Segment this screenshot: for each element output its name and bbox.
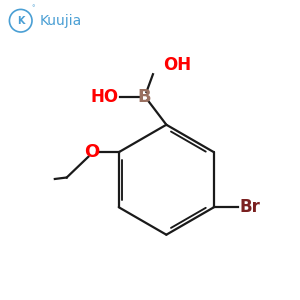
Text: Br: Br xyxy=(239,198,260,216)
Text: HO: HO xyxy=(91,88,119,106)
Text: K: K xyxy=(17,16,25,26)
Text: OH: OH xyxy=(164,56,191,74)
Text: °: ° xyxy=(32,5,35,11)
Text: Kuujia: Kuujia xyxy=(39,14,82,28)
Text: B: B xyxy=(137,88,151,106)
Text: O: O xyxy=(84,143,100,161)
